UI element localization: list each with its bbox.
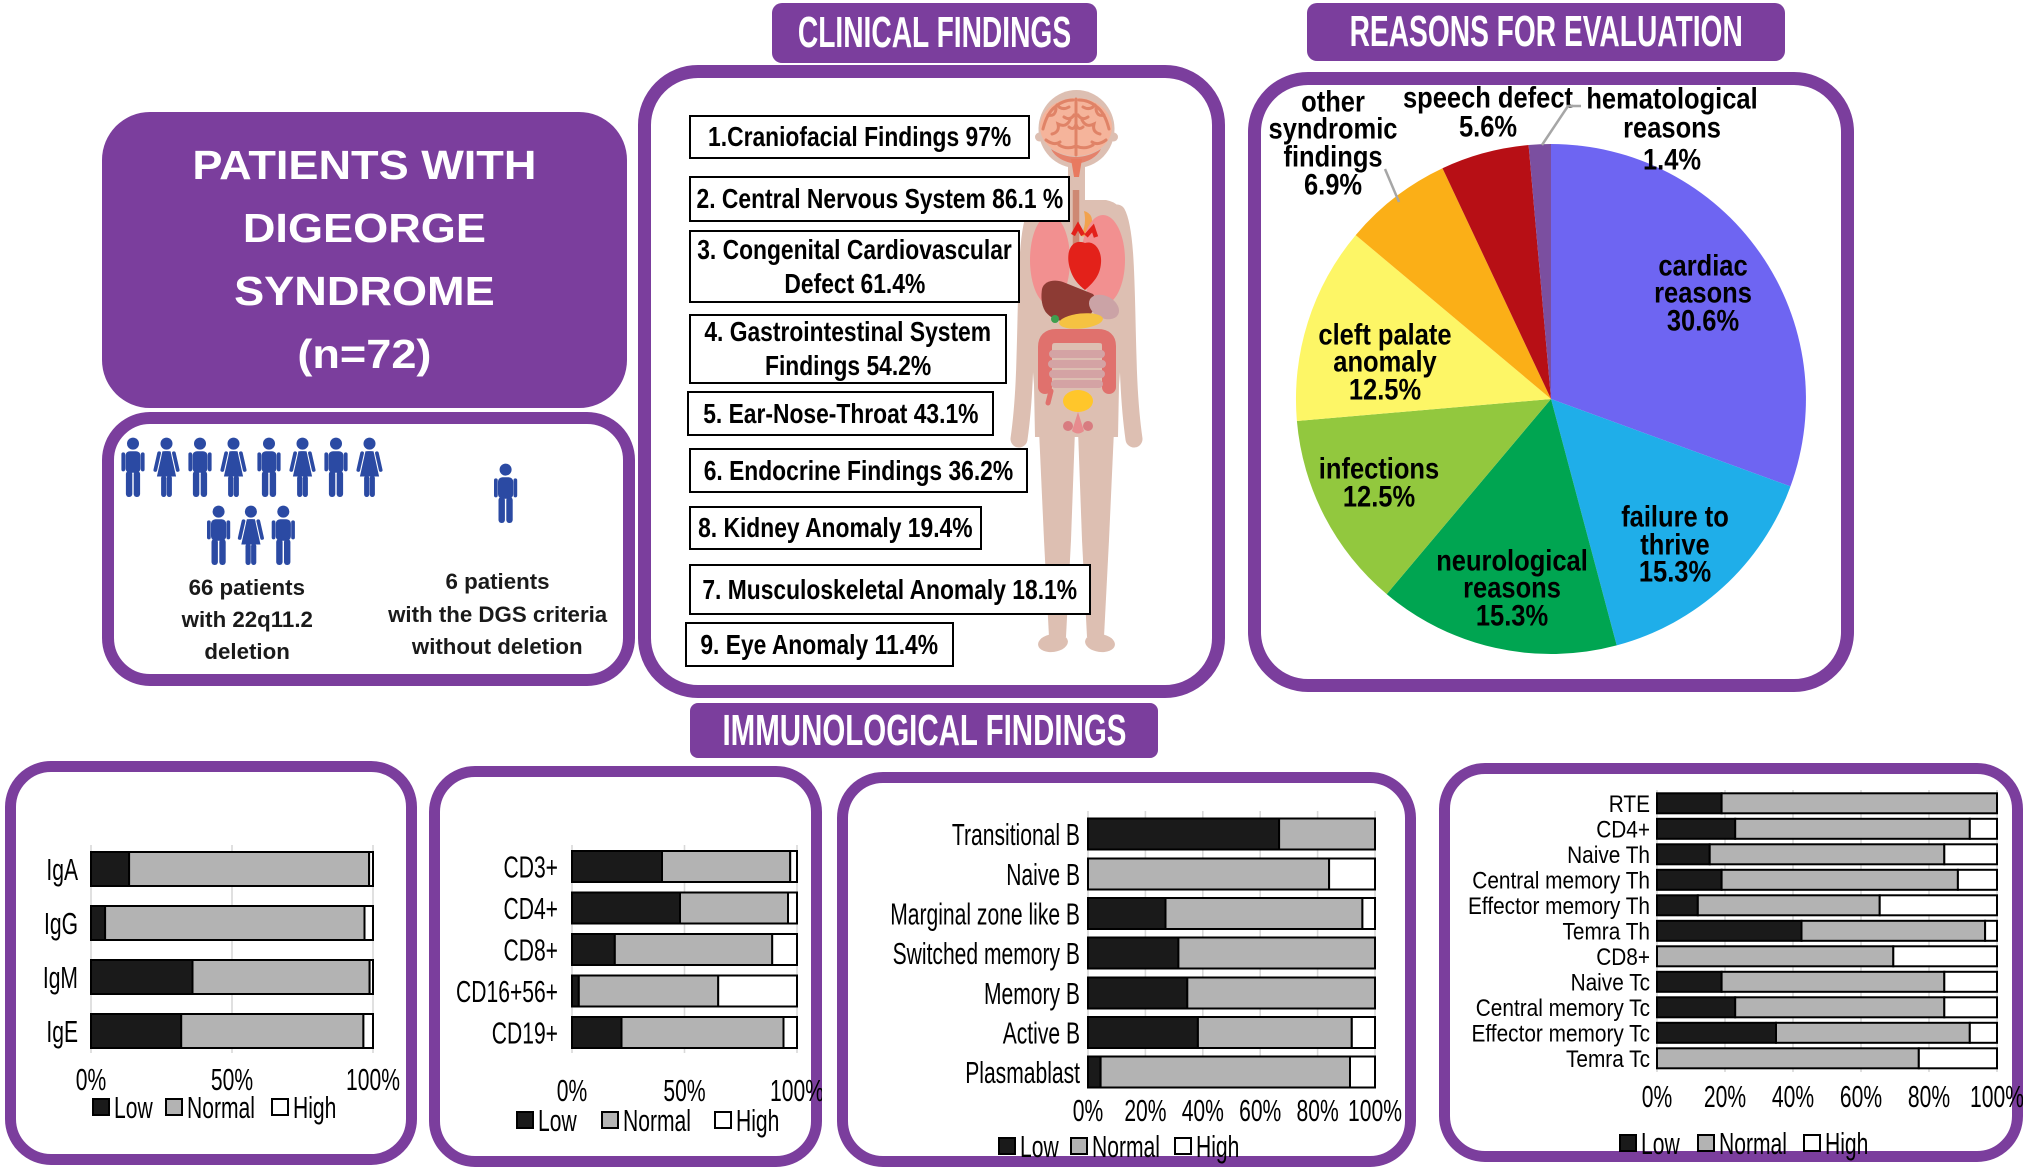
- svg-text:IgE: IgE: [46, 1014, 78, 1049]
- svg-text:Low: Low: [538, 1103, 577, 1138]
- svg-text:40%: 40%: [1182, 1093, 1224, 1128]
- svg-text:50%: 50%: [663, 1073, 705, 1108]
- svg-text:Low: Low: [1641, 1126, 1680, 1161]
- svg-text:CD4+: CD4+: [504, 891, 558, 926]
- svg-text:Naive Th: Naive Th: [1567, 840, 1650, 868]
- svg-text:100%: 100%: [1348, 1093, 1402, 1128]
- svg-text:40%: 40%: [1772, 1079, 1814, 1114]
- svg-text:High: High: [736, 1103, 779, 1138]
- svg-text:20%: 20%: [1704, 1079, 1746, 1114]
- svg-text:anomaly: anomaly: [1333, 345, 1437, 378]
- svg-text:80%: 80%: [1297, 1093, 1339, 1128]
- svg-text:IgG: IgG: [44, 906, 78, 941]
- svg-text:CD3+: CD3+: [504, 849, 558, 884]
- svg-text:reasons: reasons: [1654, 276, 1752, 309]
- svg-text:cleft palate: cleft palate: [1318, 318, 1451, 351]
- svg-text:Normal: Normal: [1092, 1129, 1160, 1164]
- svg-text:High: High: [1825, 1126, 1868, 1161]
- svg-text:Normal: Normal: [1719, 1126, 1787, 1161]
- svg-text:reasons: reasons: [1623, 111, 1721, 144]
- svg-text:Naive Tc: Naive Tc: [1571, 968, 1650, 996]
- svg-text:CD19+: CD19+: [492, 1015, 558, 1050]
- svg-text:Active B: Active B: [1003, 1015, 1080, 1050]
- svg-text:Naive B: Naive B: [1006, 857, 1080, 892]
- svg-text:Normal: Normal: [623, 1103, 691, 1138]
- svg-text:0%: 0%: [1642, 1079, 1672, 1114]
- svg-text:12.5%: 12.5%: [1343, 480, 1416, 513]
- svg-text:Memory B: Memory B: [984, 976, 1080, 1011]
- svg-text:1.4%: 1.4%: [1643, 143, 1701, 176]
- svg-text:findings: findings: [1283, 140, 1382, 173]
- svg-text:80%: 80%: [1908, 1079, 1950, 1114]
- svg-text:60%: 60%: [1239, 1093, 1281, 1128]
- svg-text:CD8+: CD8+: [1596, 942, 1650, 970]
- svg-text:Temra Th: Temra Th: [1562, 917, 1650, 945]
- svg-text:20%: 20%: [1124, 1093, 1166, 1128]
- svg-text:Central memory Th: Central memory Th: [1472, 866, 1650, 894]
- svg-text:100%: 100%: [770, 1073, 822, 1108]
- svg-text:IgA: IgA: [46, 852, 78, 887]
- svg-text:High: High: [1196, 1129, 1239, 1164]
- svg-text:other: other: [1301, 85, 1365, 118]
- svg-text:Effector memory Tc: Effector memory Tc: [1472, 1019, 1650, 1047]
- svg-text:30.6%: 30.6%: [1667, 304, 1740, 337]
- svg-text:0%: 0%: [1073, 1093, 1103, 1128]
- svg-text:Central memory Tc: Central memory Tc: [1476, 993, 1650, 1021]
- svg-text:Low: Low: [114, 1090, 153, 1125]
- svg-text:syndromic: syndromic: [1269, 112, 1398, 145]
- svg-text:Low: Low: [1020, 1129, 1059, 1164]
- svg-text:60%: 60%: [1840, 1079, 1882, 1114]
- svg-text:100%: 100%: [346, 1062, 400, 1097]
- svg-text:infections: infections: [1319, 452, 1439, 485]
- svg-text:15.3%: 15.3%: [1639, 555, 1712, 588]
- svg-text:cardiac: cardiac: [1658, 249, 1747, 282]
- svg-text:thrive: thrive: [1640, 528, 1709, 561]
- svg-text:neurological: neurological: [1436, 544, 1588, 577]
- svg-text:15.3%: 15.3%: [1476, 599, 1549, 632]
- svg-text:RTE: RTE: [1609, 789, 1650, 817]
- svg-text:CD16+56+: CD16+56+: [456, 974, 558, 1009]
- svg-text:Plasmablast: Plasmablast: [965, 1055, 1080, 1090]
- svg-text:Switched memory B: Switched memory B: [893, 936, 1080, 971]
- svg-text:speech defect: speech defect: [1403, 81, 1573, 114]
- svg-text:Normal: Normal: [187, 1090, 255, 1125]
- svg-text:CD8+: CD8+: [504, 932, 558, 967]
- svg-text:High: High: [293, 1090, 336, 1125]
- svg-text:0%: 0%: [557, 1073, 587, 1108]
- svg-text:CD4+: CD4+: [1596, 815, 1650, 843]
- svg-text:IgM: IgM: [43, 960, 78, 995]
- svg-text:Temra Tc: Temra Tc: [1566, 1044, 1650, 1072]
- svg-text:12.5%: 12.5%: [1349, 373, 1422, 406]
- svg-text:reasons: reasons: [1463, 571, 1561, 604]
- svg-text:Marginal zone like B: Marginal zone like B: [890, 896, 1080, 931]
- svg-text:Effector memory Th: Effector memory Th: [1468, 891, 1650, 919]
- svg-text:hematological: hematological: [1586, 82, 1757, 115]
- svg-text:6.9%: 6.9%: [1304, 168, 1362, 201]
- svg-text:Transitional B: Transitional B: [952, 817, 1080, 852]
- svg-text:100%: 100%: [1970, 1079, 2023, 1114]
- svg-text:50%: 50%: [211, 1062, 253, 1097]
- svg-text:5.6%: 5.6%: [1459, 110, 1517, 143]
- svg-text:0%: 0%: [76, 1062, 106, 1097]
- svg-text:failure to: failure to: [1621, 500, 1729, 533]
